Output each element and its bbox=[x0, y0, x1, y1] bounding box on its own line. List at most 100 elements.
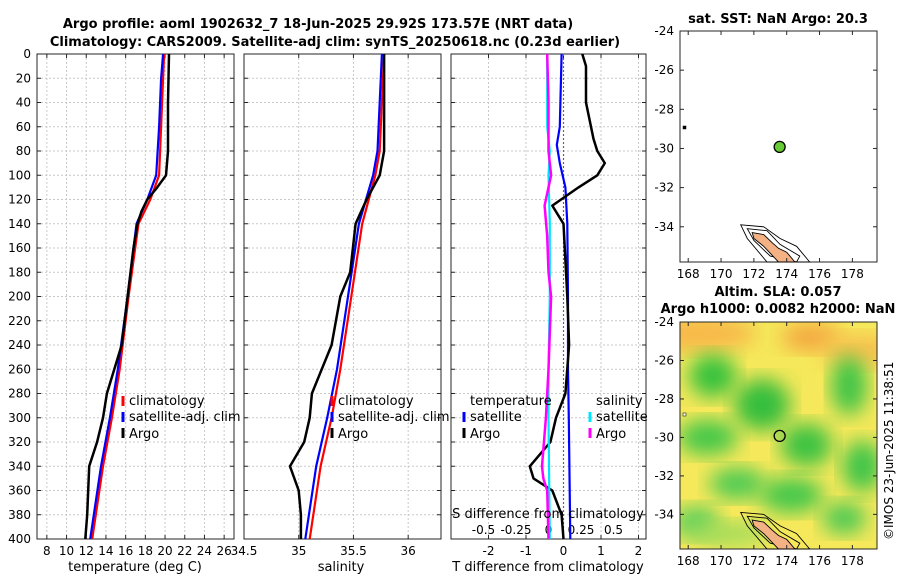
map-y-tick-label: -34 bbox=[654, 507, 674, 521]
map-x-tick-label: 178 bbox=[841, 554, 864, 568]
edge-marker bbox=[682, 125, 687, 130]
series-line-satellite-adj-clim bbox=[304, 53, 383, 540]
bathymetry-contour bbox=[746, 228, 801, 263]
x-tick-label: 20 bbox=[157, 544, 172, 558]
sla-blob bbox=[822, 502, 867, 535]
x-tick-label: 2 bbox=[635, 544, 643, 558]
sla-blob bbox=[820, 334, 877, 367]
map-x-tick-label: 168 bbox=[677, 554, 700, 568]
sla-field bbox=[680, 322, 877, 549]
map-x-tick-label: 172 bbox=[742, 267, 765, 281]
legend-satellite-label: satellite-adj. clim bbox=[338, 410, 450, 425]
y-tick-label: 0 bbox=[23, 47, 31, 61]
land-northland bbox=[751, 519, 796, 550]
sla-blob bbox=[688, 353, 737, 398]
y-tick-label: 40 bbox=[16, 96, 31, 110]
legend-climatology-label: climatology bbox=[129, 394, 205, 409]
y-tick-label: 120 bbox=[8, 193, 31, 207]
sla-blob bbox=[842, 440, 877, 493]
bathymetry-contour bbox=[746, 515, 801, 550]
y-tick-label: 400 bbox=[8, 532, 31, 546]
y-tick-label: 320 bbox=[8, 435, 31, 449]
argo-location-marker bbox=[773, 140, 786, 154]
legend-t-argo-label: Argo bbox=[470, 427, 500, 442]
bathymetry-contour bbox=[739, 224, 811, 263]
legend-t-satellite-label: satellite bbox=[470, 410, 522, 425]
map-y-tick-label: -26 bbox=[654, 63, 674, 77]
map-y-tick-label: -28 bbox=[654, 392, 674, 406]
map-y-tick-label: -24 bbox=[654, 315, 674, 329]
y-tick-label: 220 bbox=[8, 314, 31, 328]
x-tick-label: 22 bbox=[177, 544, 192, 558]
map-x-tick-label: 176 bbox=[808, 554, 831, 568]
series-line-argo bbox=[288, 54, 386, 539]
series-line-argo bbox=[84, 53, 171, 540]
legend-climatology-label: climatology bbox=[338, 394, 414, 409]
x-tick-label: 34.5 bbox=[231, 544, 258, 558]
s-difference-xlabel: S difference from climatology bbox=[452, 507, 644, 522]
salinity-panel: 34.5 35 35.5 36 bbox=[231, 53, 442, 558]
y-tick-label: 260 bbox=[8, 362, 31, 376]
sla-blob bbox=[780, 423, 833, 468]
sla-map-title-line1: Altim. SLA: 0.057 bbox=[715, 285, 842, 300]
x-tick-label: 10 bbox=[59, 544, 74, 558]
land-northland bbox=[751, 232, 796, 263]
temperature-xlabel: temperature (deg C) bbox=[68, 560, 202, 575]
map-x-tick-label: 172 bbox=[742, 554, 765, 568]
s-x-tick-label: -0.25 bbox=[500, 523, 531, 537]
y-tick-label: 180 bbox=[8, 265, 31, 279]
y-tick-label: 200 bbox=[8, 290, 31, 304]
sla-blob bbox=[680, 419, 738, 456]
legend-salinity-header: salinity bbox=[596, 394, 643, 409]
y-tick-label: 100 bbox=[8, 168, 31, 182]
map-y-tick-label: -30 bbox=[654, 141, 674, 155]
series-line-salinity-argo bbox=[540, 53, 553, 540]
x-tick-label: -2 bbox=[483, 544, 495, 558]
figure-title-line2: Climatology: CARS2009. Satellite-adj cli… bbox=[50, 35, 620, 50]
salinity-xlabel: salinity bbox=[318, 560, 365, 575]
x-tick-label: 36 bbox=[401, 544, 416, 558]
sla-blob bbox=[759, 477, 824, 514]
map-x-tick-label: 176 bbox=[808, 267, 831, 281]
y-tick-label: 60 bbox=[16, 120, 31, 134]
y-tick-label: 300 bbox=[8, 411, 31, 425]
legend-s-argo-label: Argo bbox=[596, 427, 626, 442]
x-tick-label: 14 bbox=[98, 544, 113, 558]
legend-s-satellite-label: satellite bbox=[596, 410, 648, 425]
legend-temperature-header: temperature bbox=[470, 394, 552, 409]
map-x-tick-label: 174 bbox=[775, 267, 798, 281]
salinity-legend: climatology satellite-adj. clim Argo bbox=[330, 394, 450, 442]
map-y-tick-label: -32 bbox=[654, 469, 674, 483]
map-x-tick-label: 168 bbox=[677, 267, 700, 281]
imos-credit: ©IMOS 23-Jun-2025 11:38:51 bbox=[882, 362, 896, 540]
x-tick-label: 35.5 bbox=[340, 544, 367, 558]
series-line-temperature-argo bbox=[528, 53, 607, 540]
s-x-tick-label: 0.25 bbox=[568, 523, 595, 537]
sla-blob bbox=[680, 322, 757, 352]
x-tick-label: 26 bbox=[217, 544, 232, 558]
map-x-tick-label: 170 bbox=[710, 267, 733, 281]
y-tick-label: 240 bbox=[8, 338, 31, 352]
map-x-tick-label: 174 bbox=[775, 554, 798, 568]
y-tick-label: 360 bbox=[8, 484, 31, 498]
x-tick-label: 16 bbox=[118, 544, 133, 558]
sla-map: 168 170 172 174 176 178 -24 -26 -28 -30 -32 -34 bbox=[654, 315, 878, 568]
legend-argo-label: Argo bbox=[129, 427, 159, 442]
series-line-temperature-satellite bbox=[555, 53, 572, 540]
map-y-tick-label: -34 bbox=[654, 220, 674, 234]
x-tick-label: 18 bbox=[138, 544, 153, 558]
argo-location-marker bbox=[773, 429, 786, 443]
t-difference-xlabel: T difference from climatology bbox=[451, 560, 644, 575]
y-tick-label: 140 bbox=[8, 217, 31, 231]
map-y-tick-label: -24 bbox=[654, 24, 674, 38]
sst-map-title: sat. SST: NaN Argo: 20.3 bbox=[688, 12, 868, 27]
y-tick-label: 380 bbox=[8, 508, 31, 522]
bathymetry-contour bbox=[739, 511, 811, 550]
difference-panel: -2 -1 0 1 2-0.5 -0.25 0 0.25 0.5 bbox=[450, 53, 647, 558]
legend-argo-label: Argo bbox=[338, 427, 368, 442]
legend-satellite-label: satellite-adj. clim bbox=[129, 410, 241, 425]
y-tick-label: 280 bbox=[8, 387, 31, 401]
series-line-climatology bbox=[308, 53, 386, 540]
y-tick-label: 340 bbox=[8, 459, 31, 473]
